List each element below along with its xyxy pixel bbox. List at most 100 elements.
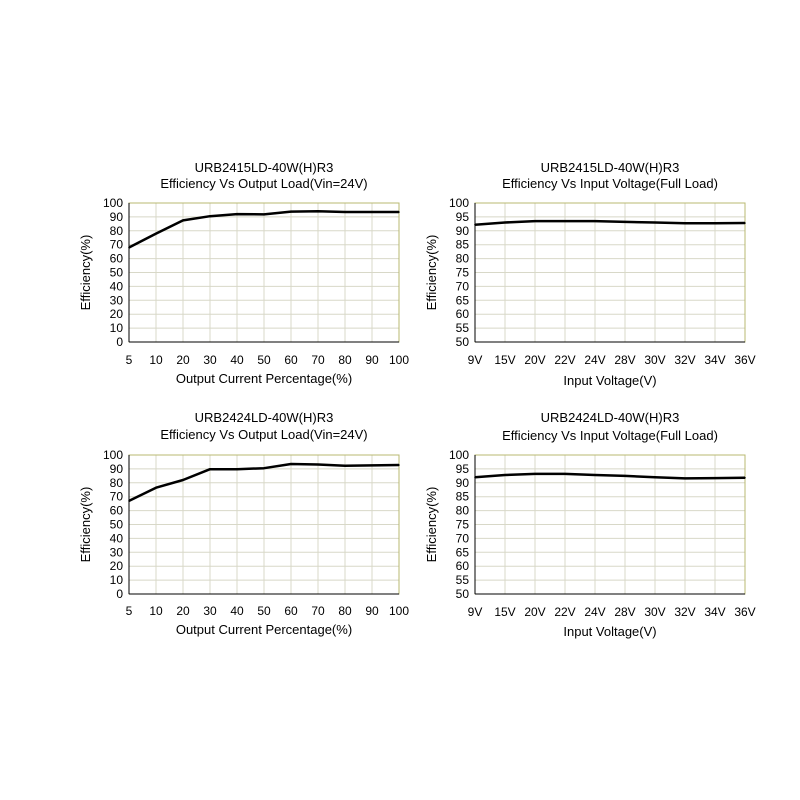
x-tick-label: 36V [734,353,755,367]
x-tick-label: 30V [644,605,665,619]
y-tick-label: 40 [110,279,124,293]
y-tick-label: 50 [456,587,470,601]
efficiency-data-point [474,476,476,479]
x-tick-label: 90 [365,604,379,618]
chart-title: URB2424LD-40W(H)R3 [195,410,334,425]
efficiency-series-line [474,219,746,226]
x-axis-label: Output Current Percentage(%) [176,622,352,637]
y-tick-label: 70 [110,490,124,504]
y-tick-label: 65 [456,293,470,307]
x-tick-label: 10 [149,353,163,367]
y-tick-label: 50 [110,266,124,280]
y-tick-label: 10 [110,321,124,335]
x-tick-label: 80 [338,353,352,367]
efficiency-data-point [182,479,184,481]
x-tick-label: 90 [365,353,379,367]
x-tick-label: 24V [584,353,605,367]
efficiency-data-point [128,500,130,502]
x-tick-label: 50 [257,604,271,618]
y-tick-label: 30 [110,293,124,307]
efficiency-data-point [182,219,184,222]
y-tick-label: 80 [110,476,124,490]
x-tick-label: 60 [284,604,298,618]
efficiency-data-point [290,210,292,213]
efficiency-data-point [654,221,656,224]
y-tick-label: 100 [103,448,123,462]
efficiency-data-point [654,476,656,479]
efficiency-data-point [317,210,319,213]
x-tick-label: 32V [674,353,695,367]
x-tick-label: 20V [524,605,545,619]
x-tick-label: 34V [704,605,725,619]
y-axis-label: Efficiency(%) [424,487,439,563]
efficiency-data-point [344,465,346,467]
efficiency-data-point [344,211,346,213]
efficiency-data-point [128,246,130,249]
chart-title: URB2415LD-40W(H)R3 [541,160,680,175]
x-tick-label: 5 [126,604,133,618]
efficiency-data-point [155,232,157,235]
y-tick-label: 85 [456,238,470,252]
chart-subtitle: Efficiency Vs Input Voltage(Full Load) [502,428,718,443]
x-tick-label: 30 [203,353,217,367]
y-tick-label: 10 [110,573,124,587]
y-tick-label: 30 [110,545,124,559]
y-tick-label: 50 [456,335,470,349]
chart-subtitle: Efficiency Vs Output Load(Vin=24V) [160,427,367,442]
x-tick-label: 100 [389,353,409,367]
y-axis-label: Efficiency(%) [78,235,93,311]
x-tick-label: 9V [468,353,483,367]
x-tick-label: 28V [614,353,635,367]
y-tick-label: 20 [110,559,124,573]
x-tick-label: 10 [149,604,163,618]
x-tick-label: 100 [389,604,409,618]
y-tick-label: 85 [456,490,470,504]
efficiency-data-point [714,477,716,479]
chart-3: URB2424LD-40W(H)R3 Efficiency Vs Output L… [78,410,409,637]
y-tick-label: 100 [449,448,469,462]
y-tick-label: 100 [103,196,123,210]
y-tick-label: 50 [110,518,124,532]
y-tick-label: 90 [110,210,124,224]
x-tick-label: 60 [284,353,298,367]
chart-4: URB2424LD-40W(H)R3 Efficiency Vs Input Vo… [424,410,756,639]
x-tick-label: 15V [494,353,515,367]
efficiency-data-point [209,468,211,470]
efficiency-data-point [564,220,566,222]
chart-title: URB2424LD-40W(H)R3 [541,410,680,425]
x-tick-label: 80 [338,604,352,618]
efficiency-data-point [744,222,746,224]
efficiency-data-point [398,211,400,213]
x-tick-label: 20V [524,353,545,367]
y-tick-label: 90 [456,224,470,238]
y-tick-label: 40 [110,531,124,545]
efficiency-data-point [624,475,626,477]
y-tick-label: 20 [110,307,124,321]
efficiency-data-point [504,221,506,224]
x-tick-label: 40 [230,353,244,367]
x-tick-label: 9V [468,605,483,619]
y-tick-label: 75 [456,518,470,532]
efficiency-data-point [371,211,373,213]
y-tick-label: 0 [116,335,123,349]
y-tick-label: 80 [456,504,470,518]
y-tick-label: 95 [456,462,470,476]
y-tick-label: 100 [449,196,469,210]
efficiency-series-line [474,472,746,480]
y-tick-label: 70 [456,531,470,545]
efficiency-data-point [564,473,566,475]
x-axis-label: Input Voltage(V) [563,373,656,388]
efficiency-data-point [474,223,476,226]
x-tick-label: 24V [584,605,605,619]
y-axis-label: Efficiency(%) [78,487,93,563]
x-tick-label: 22V [554,605,575,619]
x-tick-label: 15V [494,605,515,619]
efficiency-data-point [263,467,265,470]
y-tick-label: 60 [456,559,470,573]
y-tick-label: 70 [110,238,124,252]
y-tick-label: 80 [456,252,470,266]
y-tick-label: 95 [456,210,470,224]
efficiency-data-point [317,463,319,466]
x-tick-label: 40 [230,604,244,618]
